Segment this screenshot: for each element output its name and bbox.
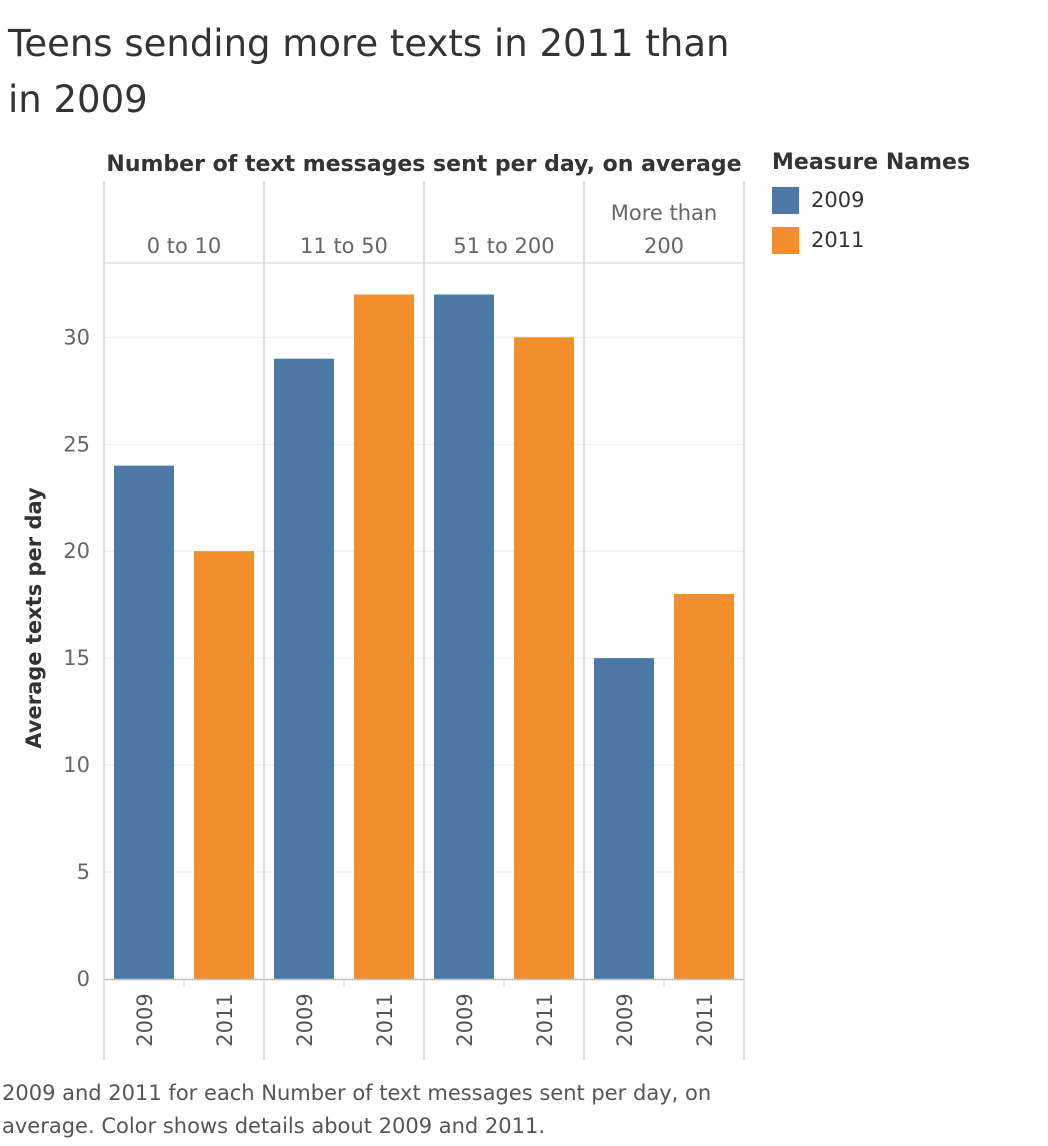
chart-caption: 2009 and 2011 for each Number of text me… bbox=[2, 1081, 712, 1138]
y-tick-label: 25 bbox=[63, 432, 90, 456]
legend-label-2009: 2009 bbox=[811, 188, 865, 212]
category-header-label: 51 to 200 bbox=[453, 234, 554, 258]
panel-frame bbox=[103, 181, 745, 1060]
bar-2011-0[interactable] bbox=[194, 551, 254, 979]
bar-2009-0[interactable] bbox=[114, 465, 174, 979]
bar-2009-3[interactable] bbox=[594, 658, 654, 979]
y-tick-label: 0 bbox=[77, 967, 90, 991]
category-header-label: 0 to 10 bbox=[147, 234, 222, 258]
legend-swatch-2009 bbox=[772, 186, 799, 214]
category-header-label: 11 to 50 bbox=[300, 234, 388, 258]
x-tick-label: 2009 bbox=[613, 993, 637, 1046]
x-tick-label: 2009 bbox=[293, 993, 317, 1046]
axis-labels: 0 5 10 15 20 25 30 0 to 10 11 to 50 51 to 200 More… bbox=[63, 201, 717, 1047]
legend-item-2009[interactable]: 2009 bbox=[772, 180, 970, 220]
y-tick-label: 15 bbox=[63, 646, 90, 670]
column-header-title: Number of text messages sent per day, on… bbox=[106, 152, 741, 177]
x-tick-label: 2011 bbox=[213, 993, 237, 1046]
bar-2009-1[interactable] bbox=[274, 358, 334, 979]
y-tick-label: 10 bbox=[63, 753, 90, 777]
legend-swatch-2011 bbox=[772, 226, 799, 254]
legend-label-2011: 2011 bbox=[811, 228, 865, 252]
y-tick-label: 20 bbox=[63, 539, 90, 563]
x-tick-label: 2011 bbox=[533, 993, 557, 1046]
y-tick-label: 5 bbox=[77, 860, 90, 884]
category-header-label: More than bbox=[611, 201, 717, 225]
bars bbox=[114, 294, 734, 979]
legend-item-2011[interactable]: 2011 bbox=[772, 220, 970, 260]
y-tick-label: 30 bbox=[63, 325, 90, 349]
x-tick-label: 2011 bbox=[693, 993, 717, 1046]
x-tick-label: 2009 bbox=[453, 993, 477, 1046]
bar-2011-1[interactable] bbox=[354, 294, 414, 979]
category-header-label: 200 bbox=[644, 234, 684, 258]
legend-title: Measure Names bbox=[772, 150, 971, 175]
legend: Measure Names 2009 2011 bbox=[772, 146, 970, 260]
x-tick-label: 2011 bbox=[373, 993, 397, 1046]
chart-title: Teens sending more texts in 2011 than in… bbox=[8, 22, 730, 121]
x-tick-label: 2009 bbox=[133, 993, 157, 1046]
bar-2011-3[interactable] bbox=[674, 593, 734, 979]
y-axis-label: Average texts per day bbox=[22, 487, 46, 749]
bar-2011-2[interactable] bbox=[514, 337, 574, 979]
bar-2009-2[interactable] bbox=[434, 294, 494, 979]
